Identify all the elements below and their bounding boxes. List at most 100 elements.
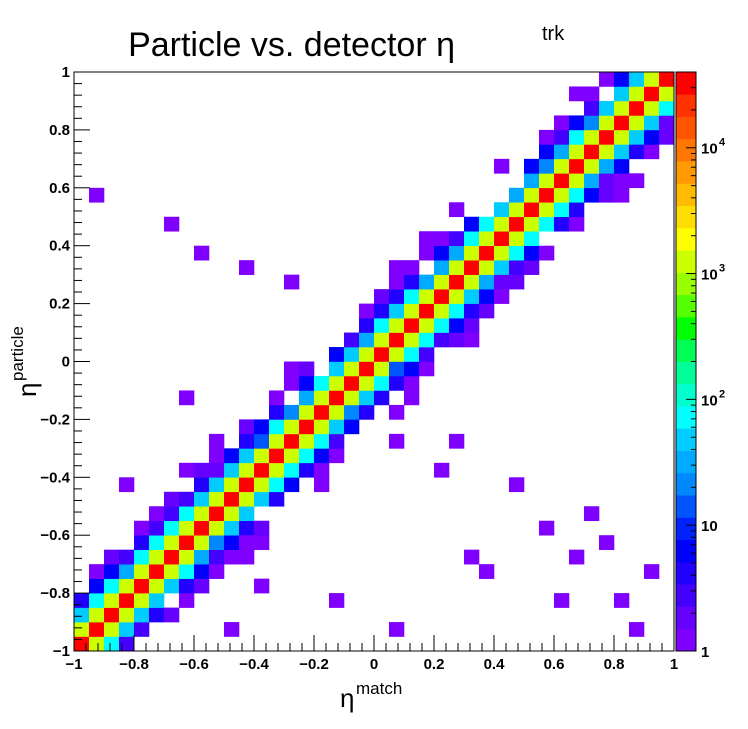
x-tick-label: −0.6 xyxy=(179,656,209,673)
heatmap-cell xyxy=(344,347,360,362)
y-tick-label: 0.2 xyxy=(49,296,70,313)
color-bar-segment xyxy=(676,539,696,563)
heatmap-cell xyxy=(224,448,240,464)
heatmap-cell xyxy=(194,245,210,261)
heatmap-cell xyxy=(509,245,525,261)
heatmap-cell xyxy=(524,202,540,218)
heatmap-cell xyxy=(629,72,645,87)
y-tick-label: 0.8 xyxy=(49,122,70,139)
heatmap-cell xyxy=(554,187,570,203)
heatmap-cell xyxy=(629,86,645,102)
color-bar-segment xyxy=(676,138,696,162)
heatmap-cell xyxy=(164,549,180,565)
x-tick-label: 0.6 xyxy=(544,656,565,673)
heatmap-cell xyxy=(254,448,270,464)
heatmap-cell xyxy=(584,506,600,522)
heatmap-cell xyxy=(329,433,345,449)
heatmap-cell xyxy=(404,375,420,391)
heatmap-cell xyxy=(149,593,165,608)
x-tick-label: −1 xyxy=(65,656,82,673)
heatmap-cell xyxy=(314,419,330,435)
heatmap-cell xyxy=(419,289,435,304)
heatmap-cell xyxy=(179,535,195,550)
heatmap-cell xyxy=(659,100,675,116)
heatmap-cell xyxy=(149,549,165,565)
heatmap-cell xyxy=(134,578,150,594)
heatmap-cell xyxy=(329,404,345,420)
heatmap-cell xyxy=(224,477,240,493)
heatmap-cell xyxy=(539,158,555,174)
heatmap-cell xyxy=(299,433,315,449)
heatmap-cell xyxy=(224,520,240,536)
heatmap-cell xyxy=(389,260,405,275)
heatmap-cell xyxy=(509,231,525,247)
color-bar-segment xyxy=(676,584,696,607)
heatmap-cell xyxy=(509,274,525,290)
heatmap-cell xyxy=(224,622,240,637)
heatmap-cell xyxy=(119,549,135,565)
heatmap-cell xyxy=(644,100,660,116)
heatmap-cell xyxy=(419,361,435,377)
heatmap-cell xyxy=(374,375,390,391)
heatmap-cell xyxy=(329,361,345,377)
heatmap-cell xyxy=(254,477,270,493)
heatmap-cell xyxy=(104,622,120,637)
heatmap-cell xyxy=(209,448,225,464)
heatmap-cell xyxy=(584,158,600,174)
heatmap-cell xyxy=(344,419,360,435)
heatmap-cell xyxy=(134,535,150,550)
heatmap-cell xyxy=(179,462,195,478)
heatmap-cell xyxy=(194,578,210,594)
heatmap-cell xyxy=(554,115,570,131)
heatmap-cell xyxy=(389,347,405,362)
heatmap-cell xyxy=(404,274,420,290)
x-tick-label: 0.2 xyxy=(424,656,445,673)
color-bar-segment xyxy=(676,472,696,496)
color-bar-segment xyxy=(676,183,696,207)
heatmap-cell xyxy=(344,332,360,348)
heatmap-cell xyxy=(359,303,375,319)
heatmap-cell xyxy=(299,390,315,406)
heatmap-cell xyxy=(449,433,465,449)
heatmap-cell xyxy=(314,404,330,420)
heatmap-cell xyxy=(149,520,165,536)
heatmap-cell xyxy=(629,622,645,637)
heatmap-cell xyxy=(389,289,405,304)
x-tick-label: 1 xyxy=(670,656,678,673)
heatmap-cell xyxy=(509,187,525,203)
heatmap-cell xyxy=(209,549,225,565)
heatmap-cell xyxy=(329,419,345,435)
heatmap-cell xyxy=(554,216,570,232)
heatmap-cell xyxy=(359,347,375,362)
heatmap-cells xyxy=(74,72,675,652)
heatmap-cell xyxy=(209,477,225,493)
heatmap-cell xyxy=(629,100,645,116)
x-tick-label: −0.4 xyxy=(239,656,269,673)
heatmap-cell xyxy=(284,419,300,435)
heatmap-cell xyxy=(299,375,315,391)
heatmap-cell xyxy=(449,202,465,218)
heatmap-cell xyxy=(269,477,285,493)
heatmap-cell xyxy=(209,433,225,449)
heatmap-cell xyxy=(179,593,195,608)
heatmap-cell xyxy=(359,375,375,391)
color-bar-segment xyxy=(676,383,696,407)
heatmap-cell xyxy=(569,115,585,131)
heatmap-cell xyxy=(494,158,510,174)
heatmap-cell xyxy=(344,375,360,391)
heatmap-cell xyxy=(464,260,480,275)
heatmap-cell xyxy=(539,520,555,536)
heatmap-cell xyxy=(209,520,225,536)
heatmap-cell xyxy=(344,404,360,420)
heatmap-cell xyxy=(449,318,465,333)
heatmap-cell xyxy=(629,129,645,145)
heatmap-cell xyxy=(449,303,465,319)
heatmap-cell xyxy=(434,462,450,478)
heatmap-cell xyxy=(194,520,210,536)
heatmap-cell xyxy=(239,433,255,449)
heatmap-cell xyxy=(509,202,525,218)
color-bar-segment xyxy=(676,428,696,451)
heatmap-cell xyxy=(179,390,195,406)
heatmap-cell xyxy=(254,419,270,435)
